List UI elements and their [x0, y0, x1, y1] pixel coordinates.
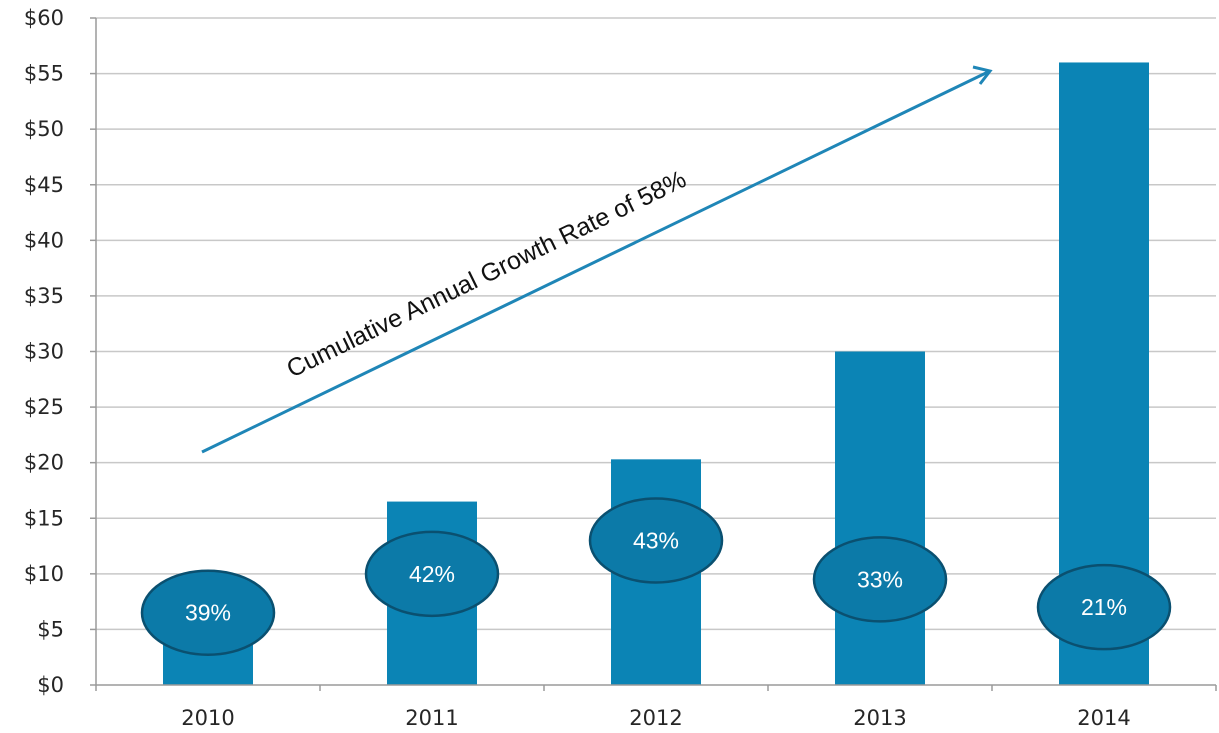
- growth-bubble-2014: [1036, 563, 1172, 651]
- y-tick-label: $60: [24, 6, 64, 30]
- x-tick-label: 2011: [405, 706, 458, 730]
- x-axis-tick-labels: 2010 2011 2012 2013 2014: [95, 685, 1217, 730]
- x-tick-label: 2013: [853, 706, 906, 730]
- growth-bubble-label: 21%: [1081, 594, 1127, 620]
- growth-bubble-2011: [364, 530, 500, 618]
- x-tick-label: 2012: [629, 706, 682, 730]
- x-tick-label: 2014: [1077, 706, 1130, 730]
- growth-bubble-label: 43%: [633, 527, 679, 553]
- x-tick-label: 2010: [181, 706, 234, 730]
- growth-bubble-label: 39%: [185, 600, 231, 626]
- y-tick-label: $20: [24, 451, 64, 475]
- bar-2013: [835, 351, 925, 685]
- growth-bubble-2013: [812, 536, 948, 623]
- growth-annotation-text: Cumulative Annual Growth Rate of 58%: [282, 165, 690, 383]
- y-tick-label: $40: [24, 228, 64, 252]
- y-tick-label: $5: [37, 617, 64, 641]
- y-axis-tick-labels: $0 $5 $10 $15 $20 $25 $30 $35 $40 $45 $50 $55 $60: [24, 6, 64, 697]
- growth-bubble-2010: [140, 569, 276, 656]
- trend-arrow: [201, 69, 991, 454]
- y-tick-label: $35: [24, 284, 64, 308]
- y-tick-label: $30: [24, 340, 64, 364]
- y-tick-label: $10: [24, 562, 64, 586]
- axes: [95, 18, 1216, 686]
- trend-arrowhead: [972, 65, 993, 85]
- y-tick-label: $55: [24, 62, 64, 86]
- growth-bubble-label: 42%: [409, 561, 455, 587]
- y-tick-label: $25: [24, 395, 64, 419]
- growth-bubble-2012: [588, 497, 724, 584]
- y-tick-label: $15: [24, 506, 64, 530]
- growth-bubble-label: 33%: [857, 566, 903, 592]
- growth-bubbles: 39% 42% 43% 33% 21%: [140, 497, 1172, 656]
- y-tick-label: $45: [24, 173, 64, 197]
- y-tick-label: $0: [37, 673, 64, 697]
- y-tick-label: $50: [24, 117, 64, 141]
